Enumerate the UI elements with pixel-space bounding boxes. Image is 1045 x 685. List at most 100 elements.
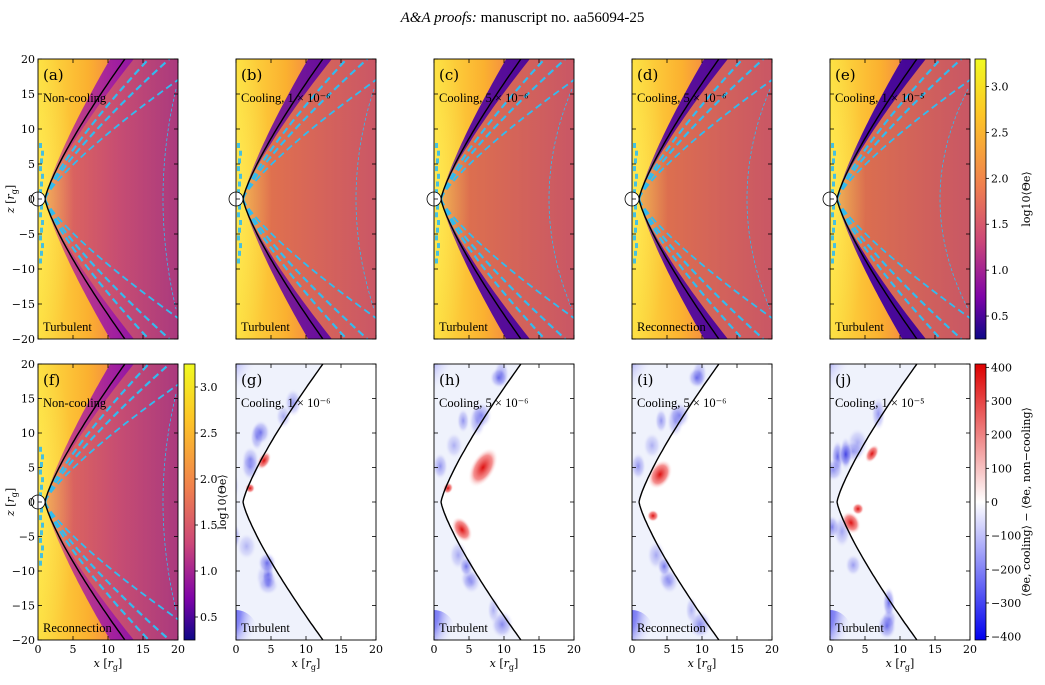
- panel-letter: (j): [835, 371, 851, 389]
- z-tick-label: 0: [28, 496, 35, 509]
- axis-label: x [rg]: [886, 657, 915, 672]
- contour-line: [43, 198, 171, 339]
- negative-region: [418, 508, 433, 543]
- panel-mode: Reconnection: [637, 621, 706, 635]
- z-tick-label: 0: [28, 193, 35, 206]
- jet-boundary: [836, 364, 918, 503]
- colorbar-tick-label: 2.0: [991, 172, 1009, 185]
- x-tick-label: 15: [928, 643, 942, 656]
- contour-line: [637, 198, 744, 339]
- panel-label: Cooling, 1 × 10⁻⁶: [241, 396, 331, 410]
- negative-region: [236, 364, 266, 409]
- outer-contour: [939, 88, 969, 310]
- panel-mode: Turbulent: [439, 621, 488, 635]
- x-tick-label: 10: [299, 643, 313, 656]
- colorbar-scale: [974, 363, 987, 641]
- panel-mode: Turbulent: [835, 621, 884, 635]
- jet-boundary: [638, 364, 720, 503]
- panel-label: Non-cooling: [43, 91, 107, 105]
- colorbar-3: 400 300 200 100 0 −100 −200 −300 −400 ⟨Θe, coolin…: [974, 361, 1033, 644]
- panel-label: Cooling, 5 × 10⁻⁶: [439, 396, 529, 410]
- negative-region: [632, 610, 656, 640]
- contour-line: [637, 198, 765, 339]
- panel-letter: (d): [637, 66, 658, 84]
- sheath-band: [837, 59, 970, 339]
- negative-region: [434, 610, 458, 640]
- positive-region: [442, 482, 454, 494]
- colorbar-tick-label: 0.5: [200, 611, 218, 624]
- z-tick-label: −15: [12, 298, 35, 311]
- negative-region: [236, 532, 257, 561]
- colorbar-tick-label: 1.0: [200, 565, 218, 578]
- outer-contour: [548, 88, 573, 310]
- outer-contour: [162, 88, 177, 310]
- outer-contour: [746, 88, 771, 310]
- x-tick-label: 20: [765, 643, 779, 656]
- panel-letter: (c): [439, 66, 459, 84]
- sheath-band: [639, 59, 772, 339]
- negative-region: [830, 610, 854, 640]
- contour-line: [241, 59, 348, 200]
- jet-boundary: [44, 501, 126, 640]
- z-tick-label: −20: [12, 634, 35, 647]
- x-tick-label: 10: [695, 643, 709, 656]
- colorbar-tick-label: −200: [991, 563, 1021, 576]
- negative-region: [616, 508, 631, 543]
- contour-line: [43, 364, 171, 503]
- panel-letter: (i): [637, 371, 654, 389]
- z-tick-label: 20: [21, 53, 35, 66]
- contour-line: [835, 59, 942, 200]
- contour-line: [43, 501, 171, 640]
- panel-e: (e) Cooling, 1 × 10⁻⁵ Turbulent: [822, 58, 971, 340]
- contour-line: [241, 198, 348, 339]
- negative-region: [456, 408, 470, 434]
- panel-label: Non-cooling: [43, 396, 107, 410]
- jet-boundary: [638, 198, 720, 339]
- x-tick-label: 0: [827, 643, 834, 656]
- inner-contours: [831, 143, 836, 264]
- panel-label: Cooling, 5 × 10⁻⁶: [439, 91, 529, 105]
- sheath-band: [441, 59, 574, 339]
- panel-label: Cooling, 1 × 10⁻⁶: [241, 91, 331, 105]
- negative-region: [877, 612, 897, 640]
- panel-mode: Reconnection: [637, 320, 706, 334]
- negative-region: [459, 556, 474, 577]
- z-tick-label: 5: [28, 158, 35, 171]
- contour-line: [44, 383, 178, 503]
- contour-line: [835, 198, 942, 339]
- negative-region: [687, 367, 707, 389]
- positive-region: [864, 444, 880, 463]
- panel-letter: (e): [835, 66, 856, 84]
- contour-line: [439, 198, 546, 339]
- outer-contour: [355, 88, 375, 310]
- contour-line: [439, 59, 546, 200]
- panel-d: (d) Cooling, 5 × 10⁻⁶ Reconnection: [624, 58, 773, 340]
- x-tick-label: 5: [70, 643, 77, 656]
- x-tick-label: 10: [893, 643, 907, 656]
- positive-region: [647, 509, 659, 522]
- negative-region: [632, 364, 662, 409]
- x-tick-label: 15: [334, 643, 348, 656]
- x-tick-label: 0: [233, 643, 240, 656]
- colorbar-tick-label: −400: [991, 631, 1021, 644]
- jet-boundary: [440, 364, 522, 503]
- axis-label: z [rg]: [4, 185, 19, 214]
- negative-region: [251, 419, 271, 446]
- x-tick-label: 5: [664, 643, 671, 656]
- positive-region: [467, 447, 499, 488]
- negative-region: [434, 452, 449, 481]
- jet-boundary: [836, 198, 918, 339]
- jet-boundary: [242, 198, 324, 339]
- axis-label: x [rg]: [94, 657, 123, 672]
- negative-region: [257, 575, 280, 596]
- colorbar-tick-label: 2.5: [991, 126, 1009, 139]
- contour-line: [835, 198, 963, 339]
- negative-region: [470, 401, 493, 429]
- contour-line: [43, 198, 150, 339]
- x-tick-label: 20: [567, 643, 581, 656]
- z-tick-label: 20: [21, 358, 35, 371]
- x-tick-label: 0: [431, 643, 438, 656]
- positive-region: [245, 483, 255, 494]
- colorbar-tick-label: 0.5: [991, 310, 1009, 323]
- axis-label: x [rg]: [490, 657, 519, 672]
